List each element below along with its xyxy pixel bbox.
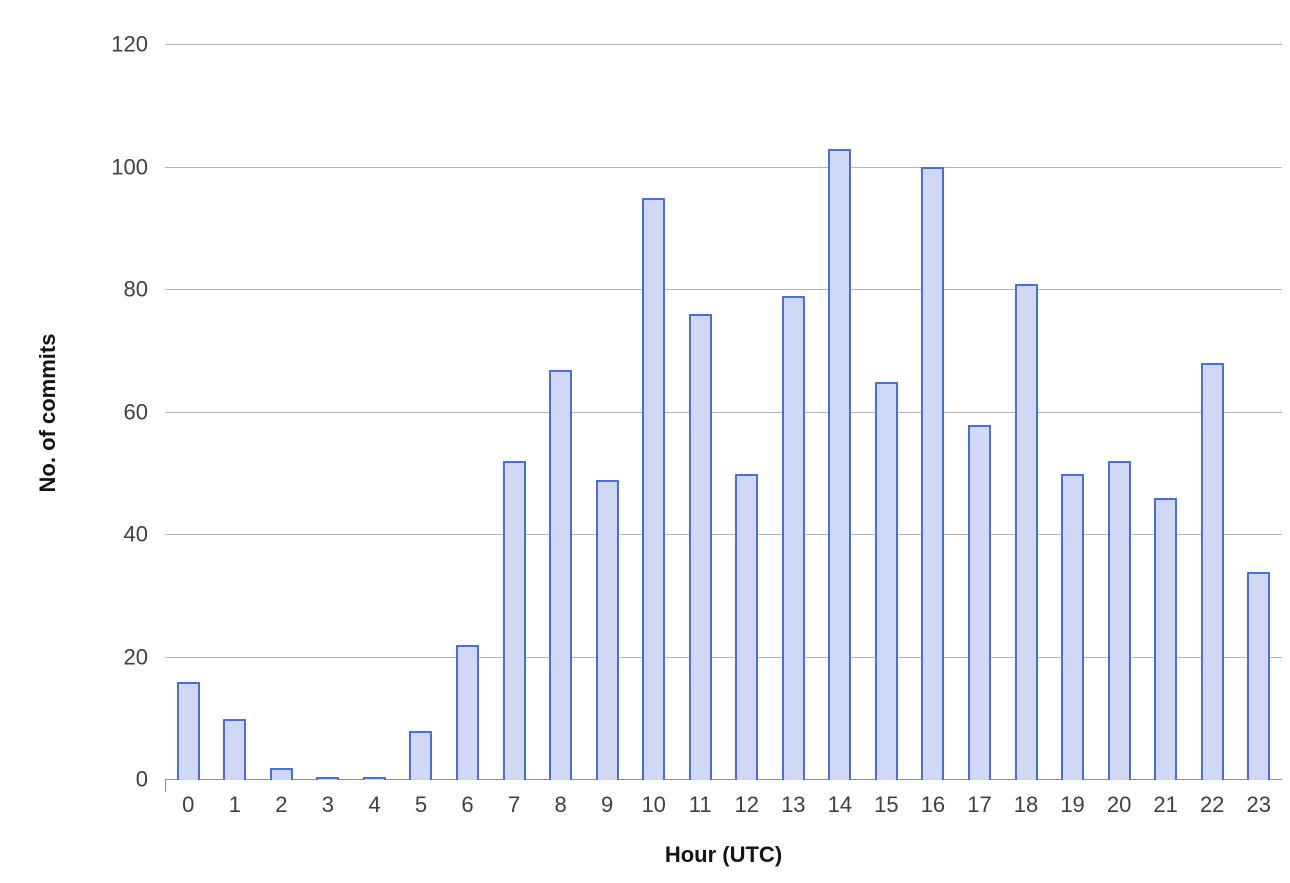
y-tick-label-80: 80: [123, 276, 148, 302]
y-tick-label-100: 100: [111, 153, 148, 179]
bar-hour-4: [362, 777, 386, 780]
bar-hour-0: [176, 682, 200, 780]
bar-hour-1: [223, 719, 247, 780]
bar-hour-17: [967, 425, 991, 780]
x-tick-label-21: 21: [1153, 792, 1178, 817]
x-tick-label-14: 14: [827, 792, 853, 817]
y-tick-label-20: 20: [123, 643, 148, 669]
bar-hour-9: [595, 480, 619, 780]
x-axis-left-tick: [165, 780, 166, 792]
x-tick-label-13: 13: [781, 792, 806, 817]
bar-hour-16: [921, 167, 945, 780]
bar-hour-12: [735, 474, 759, 780]
x-tick-label-9: 9: [601, 792, 614, 817]
bar-hour-20: [1107, 461, 1131, 780]
y-tick-label-60: 60: [123, 398, 148, 424]
bar-hour-2: [269, 768, 293, 780]
gridline-120: [165, 44, 1282, 45]
x-tick-label-15: 15: [874, 792, 899, 817]
x-tick-label-23: 23: [1246, 792, 1271, 817]
x-tick-label-4: 4: [368, 792, 381, 817]
gridline-40: [165, 534, 1282, 535]
bar-hour-7: [502, 461, 526, 780]
x-tick-label-19: 19: [1060, 792, 1085, 817]
x-tick-label-20: 20: [1106, 792, 1132, 817]
y-tick-label-40: 40: [123, 521, 148, 547]
x-tick-label-6: 6: [461, 792, 474, 817]
bar-hour-18: [1014, 284, 1038, 780]
gridline-20: [165, 656, 1282, 658]
x-tick-label-8: 8: [554, 792, 567, 817]
gridline-80: [165, 289, 1282, 290]
gridline-0: [165, 779, 1282, 780]
bar-hour-13: [781, 296, 805, 780]
bar-hour-10: [642, 198, 666, 780]
bar-hour-19: [1061, 474, 1085, 780]
bar-hour-21: [1154, 498, 1178, 780]
bar-hour-11: [688, 314, 712, 780]
x-tick-label-1: 1: [228, 792, 241, 817]
bar-hour-5: [409, 731, 433, 780]
x-tick-label-18: 18: [1013, 792, 1039, 817]
bar-hour-22: [1200, 363, 1224, 780]
x-tick-label-11: 11: [688, 792, 712, 817]
x-tick-label-7: 7: [507, 792, 521, 817]
bar-hour-8: [549, 370, 573, 780]
bar-hour-6: [456, 645, 480, 780]
y-axis-tick-labels: 0 20 40 60 80 100 120: [0, 31, 148, 791]
y-tick-label-120: 120: [111, 31, 148, 57]
x-axis-tick-labels: 0 1 2 3 4 5 6 7 8 9 10 11 12 13 14 15 16 17 18 19 20 21 22 23: [165, 792, 1282, 820]
bar-hour-14: [828, 149, 852, 780]
x-tick-label-0: 0: [182, 792, 195, 817]
bar-hour-3: [316, 777, 340, 780]
x-tick-label-22: 22: [1199, 792, 1225, 817]
x-tick-label-10: 10: [641, 792, 666, 817]
x-tick-label-12: 12: [734, 792, 760, 817]
x-tick-label-5: 5: [414, 792, 428, 817]
x-tick-label-3: 3: [321, 792, 335, 817]
bar-hour-23: [1247, 572, 1271, 780]
x-axis-title: Hour (UTC): [664, 842, 783, 867]
gridline-60: [165, 411, 1282, 413]
x-tick-label-17: 17: [967, 792, 992, 817]
y-tick-label-0: 0: [135, 766, 148, 792]
x-tick-label-2: 2: [275, 792, 288, 817]
plot-area: [165, 44, 1282, 780]
bar-hour-15: [874, 382, 898, 780]
x-tick-label-16: 16: [920, 792, 946, 817]
gridline-100: [165, 166, 1282, 168]
